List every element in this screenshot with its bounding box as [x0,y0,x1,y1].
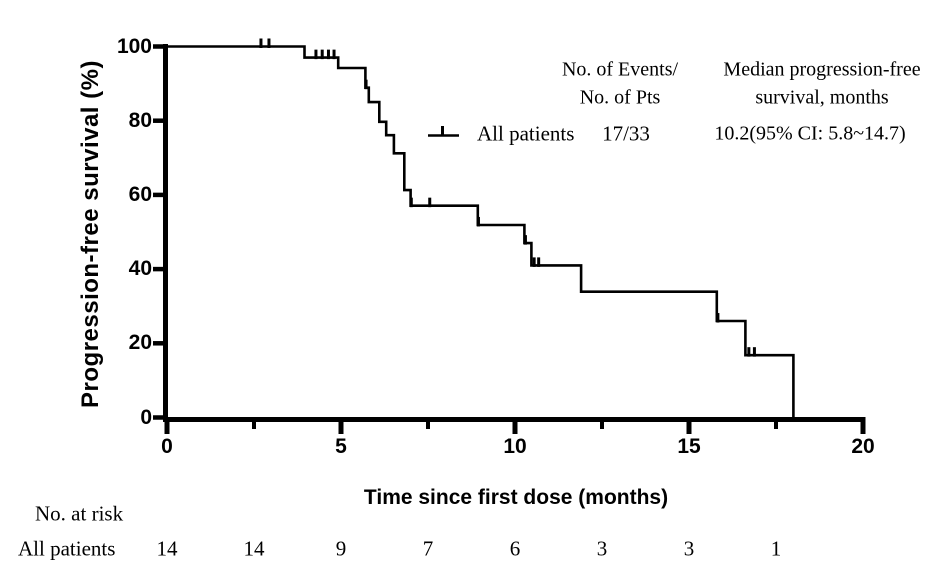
y-tick-label: 40 [128,257,152,281]
risk-count: 3 [683,536,695,561]
legend-events-header-line2: No. of Pts [579,86,661,109]
x-tick-label: 20 [851,435,875,458]
y-tick-label: 60 [128,182,152,206]
legend-median-header-line1: Median progression-free [723,58,921,81]
legend-median-header-line2: survival, months [755,86,889,109]
km-step-curve [167,45,795,418]
y-tick-label: 20 [128,331,152,355]
x-tick-label: 5 [335,435,347,458]
risk-count: 14 [156,536,178,561]
risk-table-row-label: All patients [18,536,116,561]
legend-median-value: 10.2(95% CI: 5.8~14.7) [714,122,906,145]
x-tick-label: 0 [161,435,173,458]
risk-table-title: No. at risk [35,501,124,526]
legend-series-label: All patients [477,121,575,146]
y-tick-label: 80 [128,108,152,132]
x-axis-title: Time since first dose (months) [363,486,669,509]
x-tick-label: 10 [503,435,527,458]
x-tick-label: 15 [677,435,701,458]
risk-count: 7 [422,536,434,561]
risk-count: 14 [243,536,265,561]
y-tick-label: 100 [116,34,152,58]
legend-events-value: 17/33 [602,121,650,146]
legend-events-header-line1: No. of Events/ [561,58,679,81]
risk-count: 3 [596,536,608,561]
y-tick-label: 0 [140,405,152,429]
risk-count: 1 [770,536,782,561]
risk-count: 9 [335,536,347,561]
risk-count: 6 [509,536,521,561]
